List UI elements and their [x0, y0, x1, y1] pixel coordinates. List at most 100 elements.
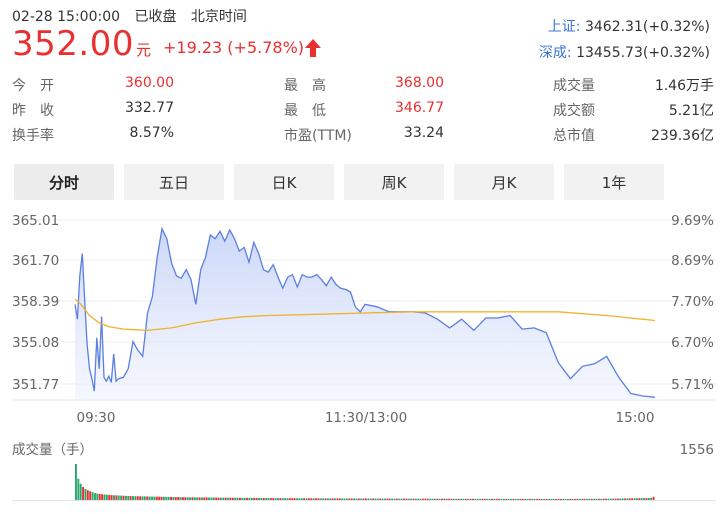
volume-bar — [443, 498, 446, 500]
volume-bar — [414, 498, 417, 500]
intraday-chart[interactable]: 365.01 361.70 358.39 355.08 351.77 9.69% 8.69%… — [0, 208, 724, 514]
stat-value-volume: 1.46万手 — [654, 78, 714, 94]
volume-bar — [479, 498, 481, 500]
volume-bar — [533, 498, 536, 500]
volume-bar — [82, 487, 85, 500]
volume-max-label: 1556 — [680, 442, 714, 458]
volume-bar — [86, 490, 89, 500]
volume-bar — [369, 498, 372, 500]
volume-bar — [151, 496, 153, 500]
volume-bar — [132, 496, 134, 500]
stat-value-market-cap: 239.36亿 — [651, 128, 714, 144]
index-shanghai[interactable]: 上证: 3462.31(+0.32%) — [548, 16, 710, 36]
volume-bar — [241, 497, 244, 500]
volume-bar — [336, 498, 339, 500]
y-axis-percent-label: 9.69% — [671, 213, 714, 229]
volume-bar — [345, 498, 348, 500]
tab-daily-k[interactable]: 日K — [234, 164, 334, 200]
volume-bar — [334, 498, 336, 500]
volume-bar — [450, 498, 453, 500]
volume-bar — [626, 498, 629, 500]
volume-bar — [545, 498, 548, 500]
volume-bar — [274, 498, 277, 500]
volume-bar — [198, 497, 201, 500]
volume-bar — [471, 498, 474, 500]
volume-bar — [483, 498, 486, 500]
volume-bar — [529, 498, 531, 500]
volume-bar — [79, 483, 82, 500]
volume-bar — [315, 498, 317, 500]
volume-bar — [77, 478, 80, 500]
index-shenzhen[interactable]: 深成: 13455.73(+0.32%) — [539, 42, 710, 62]
volume-bar — [476, 498, 479, 500]
volume-bar — [224, 497, 227, 500]
volume-bar — [460, 498, 462, 500]
volume-bar — [564, 498, 567, 500]
volume-bar — [588, 498, 591, 500]
volume-bar — [507, 498, 510, 500]
volume-bar — [186, 497, 189, 500]
volume-bar — [331, 498, 334, 500]
volume-bar — [143, 496, 146, 500]
volume-bar — [167, 496, 170, 500]
index-name[interactable]: 上证: — [547, 19, 581, 35]
volume-bar — [105, 494, 108, 500]
volume-bar — [586, 498, 588, 500]
volume-bar — [269, 498, 272, 500]
volume-bar — [578, 498, 581, 500]
volume-bar — [376, 498, 379, 500]
volume-bar — [374, 498, 377, 500]
volume-bar — [141, 496, 144, 500]
volume-bar — [205, 497, 208, 500]
tab-intraday[interactable]: 分时 — [14, 164, 114, 200]
volume-bar — [134, 496, 137, 500]
chart-labels: 365.01 361.70 358.39 355.08 351.77 9.69% 8.69%… — [12, 213, 714, 458]
y-axis-percent-label: 8.69% — [671, 253, 714, 269]
volume-bar — [91, 492, 94, 500]
volume-bar — [265, 498, 268, 500]
quote-datetime: 02-28 15:00:00 — [12, 9, 121, 25]
volume-bar — [129, 496, 132, 500]
y-axis-price-label: 355.08 — [12, 335, 59, 351]
volume-bar — [98, 493, 101, 500]
volume-bar — [243, 497, 246, 500]
chart-lines — [74, 226, 656, 398]
stat-value-turnover-rate: 8.57% — [129, 125, 174, 141]
volume-bar — [552, 498, 555, 500]
volume-bar — [455, 498, 458, 500]
volume-bar — [96, 493, 99, 500]
volume-bar — [621, 498, 624, 500]
stat-label-open: 今 开 — [12, 78, 54, 94]
volume-bar — [122, 495, 125, 500]
tab-one-year[interactable]: 1年 — [564, 164, 664, 200]
volume-bar — [514, 498, 517, 500]
tab-weekly-k[interactable]: 周K — [344, 164, 444, 200]
x-axis-time-label: 11:30/13:00 — [325, 410, 407, 426]
volume-bar — [229, 497, 232, 500]
volume-bar — [638, 498, 641, 500]
volume-bar — [158, 496, 161, 500]
volume-bar — [317, 498, 320, 500]
volume-bar — [260, 498, 263, 500]
stat-value-open: 360.00 — [125, 75, 174, 91]
index-value: 3462.31(+0.32%) — [584, 19, 710, 35]
volume-bar — [647, 498, 650, 500]
volume-bar — [438, 498, 441, 500]
volume-bar — [538, 498, 541, 500]
volume-bar — [602, 498, 605, 500]
volume-bar — [94, 493, 96, 500]
volume-bar — [581, 498, 584, 500]
volume-bar — [379, 498, 382, 500]
volume-bar — [75, 464, 77, 500]
index-name[interactable]: 深成: — [538, 45, 572, 61]
tab-monthly-k[interactable]: 月K — [454, 164, 554, 200]
volume-bar — [277, 498, 279, 500]
volume-bar — [595, 498, 598, 500]
volume-bar — [307, 498, 310, 500]
price-unit: 元 — [136, 41, 152, 59]
volume-bar — [196, 497, 199, 500]
volume-bar — [338, 498, 341, 500]
volume-bar — [212, 497, 215, 500]
tab-five-day[interactable]: 五日 — [124, 164, 224, 200]
volume-bar — [248, 497, 251, 500]
